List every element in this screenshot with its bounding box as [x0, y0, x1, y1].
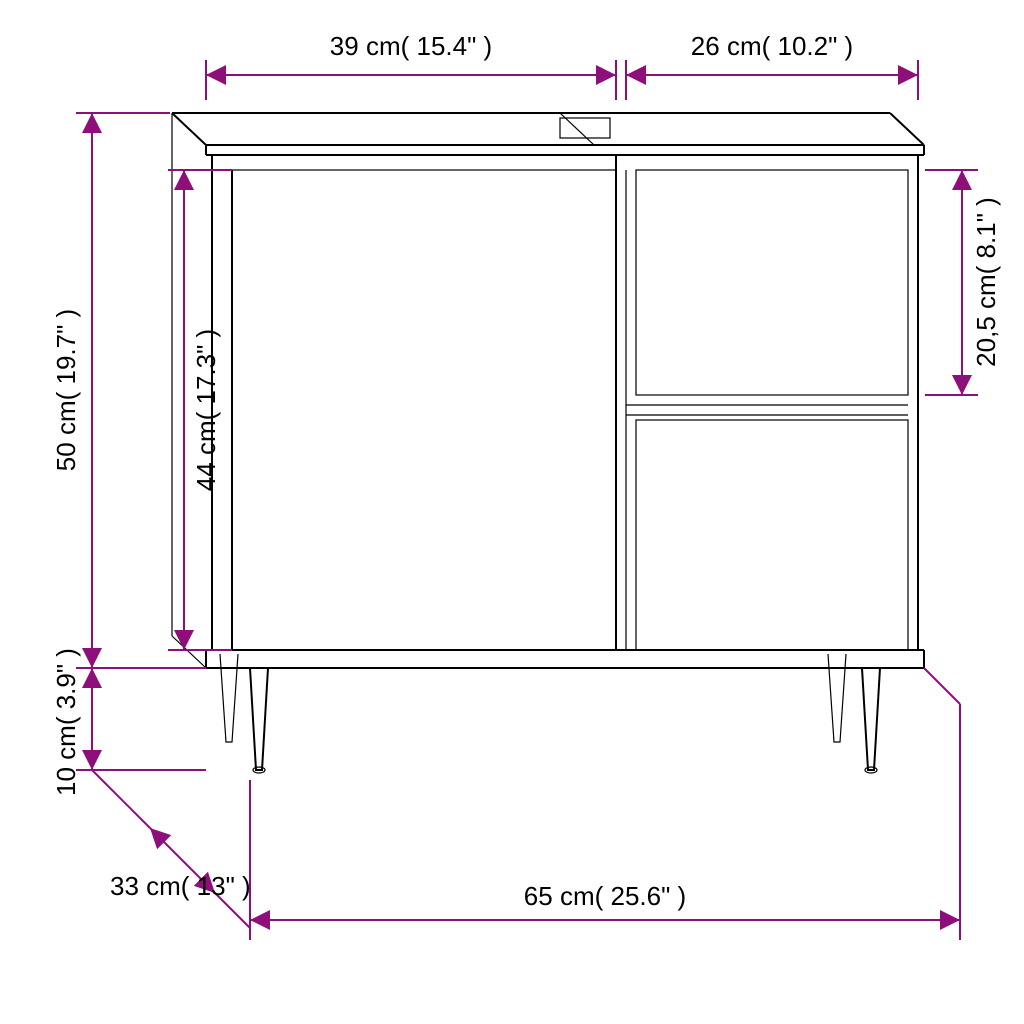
dimension-drawer-height: 20,5 cm( 8.1" )	[925, 170, 1001, 395]
dim-label: 44 cm( 17.3" )	[191, 329, 221, 491]
dimension-width-bottom: 65 cm( 25.6" )	[250, 668, 960, 940]
dimension-legs-height: 10 cm( 3.9" )	[51, 648, 206, 796]
dimension-depth: 33 cm( 13" )	[92, 770, 251, 928]
dim-label: 50 cm( 19.7" )	[51, 309, 81, 471]
cabinet-leg	[250, 668, 268, 773]
cabinet-leg	[862, 668, 880, 773]
dim-label: 65 cm( 25.6" )	[524, 881, 686, 911]
dim-label: 39 cm( 15.4" )	[330, 31, 492, 61]
dim-label: 26 cm( 10.2" )	[691, 31, 853, 61]
dimension-door-height: 44 cm( 17.3" )	[168, 170, 232, 650]
dimension-total-height: 50 cm( 19.7" )	[51, 113, 206, 668]
dimension-width-top-left: 39 cm( 15.4" )	[206, 31, 616, 100]
dim-label: 20,5 cm( 8.1" )	[971, 197, 1001, 367]
dimension-width-top-right: 26 cm( 10.2" )	[626, 31, 918, 100]
cabinet-outline	[172, 113, 924, 773]
dim-label: 33 cm( 13" )	[110, 871, 251, 901]
dim-label: 10 cm( 3.9" )	[51, 648, 81, 796]
